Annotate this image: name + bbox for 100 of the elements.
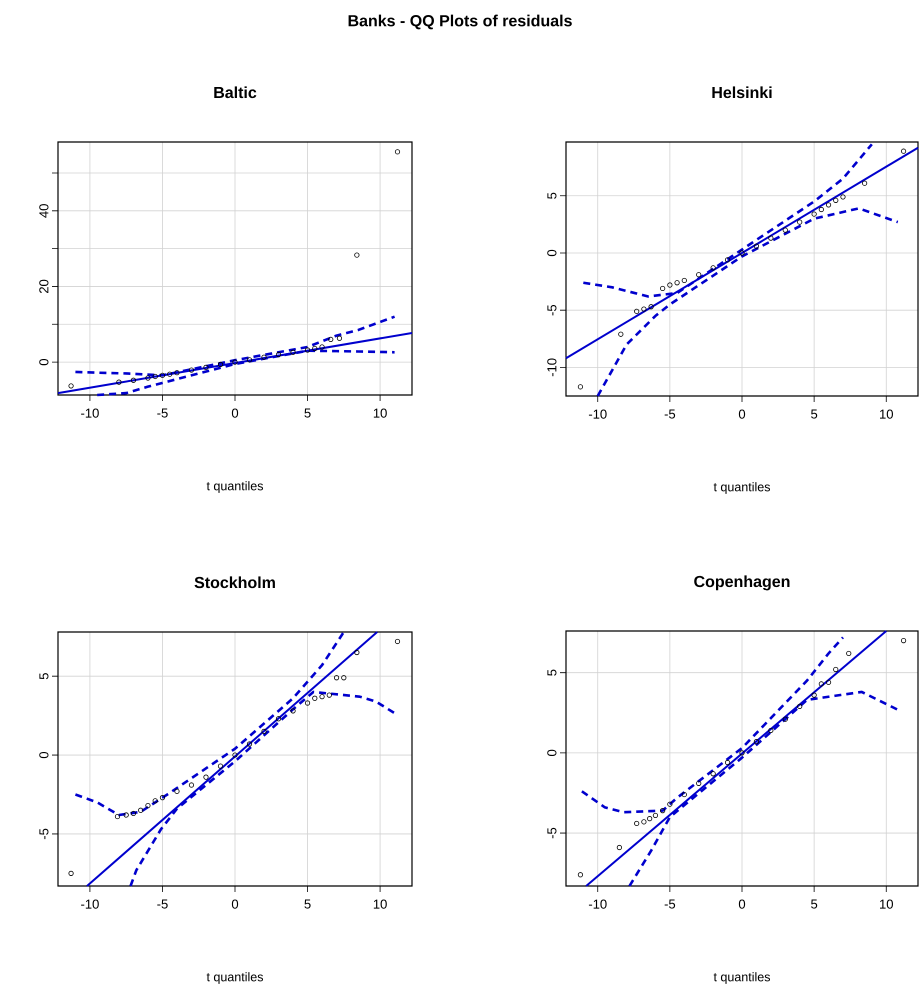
point	[261, 354, 267, 360]
point	[276, 716, 282, 722]
point	[114, 814, 120, 820]
point	[782, 228, 788, 233]
point	[647, 816, 652, 822]
point	[174, 370, 180, 376]
point	[152, 374, 158, 380]
point	[290, 350, 296, 355]
point	[739, 750, 745, 756]
point	[203, 364, 209, 370]
point	[900, 638, 906, 644]
point	[130, 810, 136, 816]
x-tick-label: -5	[157, 900, 168, 909]
point	[648, 304, 654, 310]
point	[682, 792, 687, 798]
point	[782, 716, 788, 722]
x-tick-label: -10	[81, 900, 99, 909]
x-axis-title: t quantiles	[206, 481, 264, 493]
point	[754, 244, 760, 249]
point	[768, 236, 774, 241]
point	[578, 872, 584, 878]
point	[616, 844, 622, 850]
point	[618, 332, 624, 337]
line-series	[74, 630, 346, 816]
point	[826, 680, 832, 685]
point	[667, 282, 672, 288]
y-tick-label: -10	[547, 358, 556, 376]
y-tick-label: 0	[39, 752, 48, 758]
point	[319, 694, 325, 700]
x-tick-label: -10	[588, 410, 607, 419]
point	[203, 774, 209, 780]
point	[696, 780, 702, 786]
point	[660, 286, 666, 292]
x-tick-label: 0	[232, 900, 238, 909]
point	[652, 812, 658, 818]
y-tick-label: 40	[39, 204, 48, 218]
x-tick-label: 5	[811, 410, 818, 419]
y-tick-label: 5	[547, 670, 556, 676]
x-tick-label: -5	[664, 410, 676, 419]
point	[812, 211, 817, 217]
point	[667, 802, 672, 807]
x-tick-label: 0	[738, 900, 746, 909]
y-tick-label: -5	[547, 304, 556, 316]
point	[354, 650, 360, 656]
y-tick-label: 5	[547, 192, 556, 199]
point	[334, 675, 340, 680]
point	[660, 808, 666, 814]
x-tick-label: 10	[880, 900, 893, 909]
point	[833, 666, 838, 672]
point	[232, 359, 238, 365]
point	[826, 202, 832, 208]
point	[130, 378, 136, 383]
point	[336, 336, 342, 341]
point	[232, 752, 238, 758]
point	[319, 344, 325, 350]
point	[840, 194, 846, 200]
point	[724, 257, 730, 262]
point	[354, 252, 360, 258]
x-axis-title: t quantiles	[714, 972, 770, 984]
x-axis-title: t quantiles	[206, 972, 264, 984]
chart-title: Copenhagen	[694, 575, 790, 590]
x-tick-label: -10	[81, 408, 99, 418]
point	[710, 265, 716, 270]
y-tick-label: 0	[547, 750, 556, 756]
point	[682, 278, 687, 284]
point	[160, 795, 166, 800]
point	[394, 149, 400, 154]
y-tick-label: 5	[39, 673, 48, 680]
y-tick-label: 0	[39, 358, 48, 366]
point	[160, 372, 166, 378]
point	[188, 782, 194, 788]
x-tick-label: -10	[588, 900, 607, 909]
x-tick-label: 5	[811, 900, 818, 909]
point	[167, 372, 172, 377]
x-tick-label: 5	[304, 408, 311, 418]
y-tick-label: -5	[39, 828, 48, 840]
point	[68, 383, 74, 389]
point	[696, 272, 702, 278]
point	[900, 148, 906, 154]
point	[641, 306, 646, 312]
point	[341, 675, 346, 680]
point	[833, 198, 838, 203]
chart-title: Stockholm	[194, 576, 275, 588]
point	[145, 375, 151, 381]
y-tick-label: -5	[547, 828, 556, 838]
point	[634, 308, 640, 314]
point	[818, 681, 824, 687]
point	[846, 650, 852, 656]
point	[68, 870, 74, 876]
chart-title: Helsinki	[712, 86, 772, 98]
x-tick-label: 5	[304, 900, 311, 909]
point	[174, 788, 180, 794]
point	[754, 739, 760, 744]
point	[152, 798, 158, 804]
point	[218, 362, 224, 367]
point	[674, 280, 680, 286]
point	[768, 728, 774, 734]
point	[261, 728, 267, 734]
x-tick-label: 0	[738, 410, 746, 419]
line-series	[580, 636, 844, 814]
